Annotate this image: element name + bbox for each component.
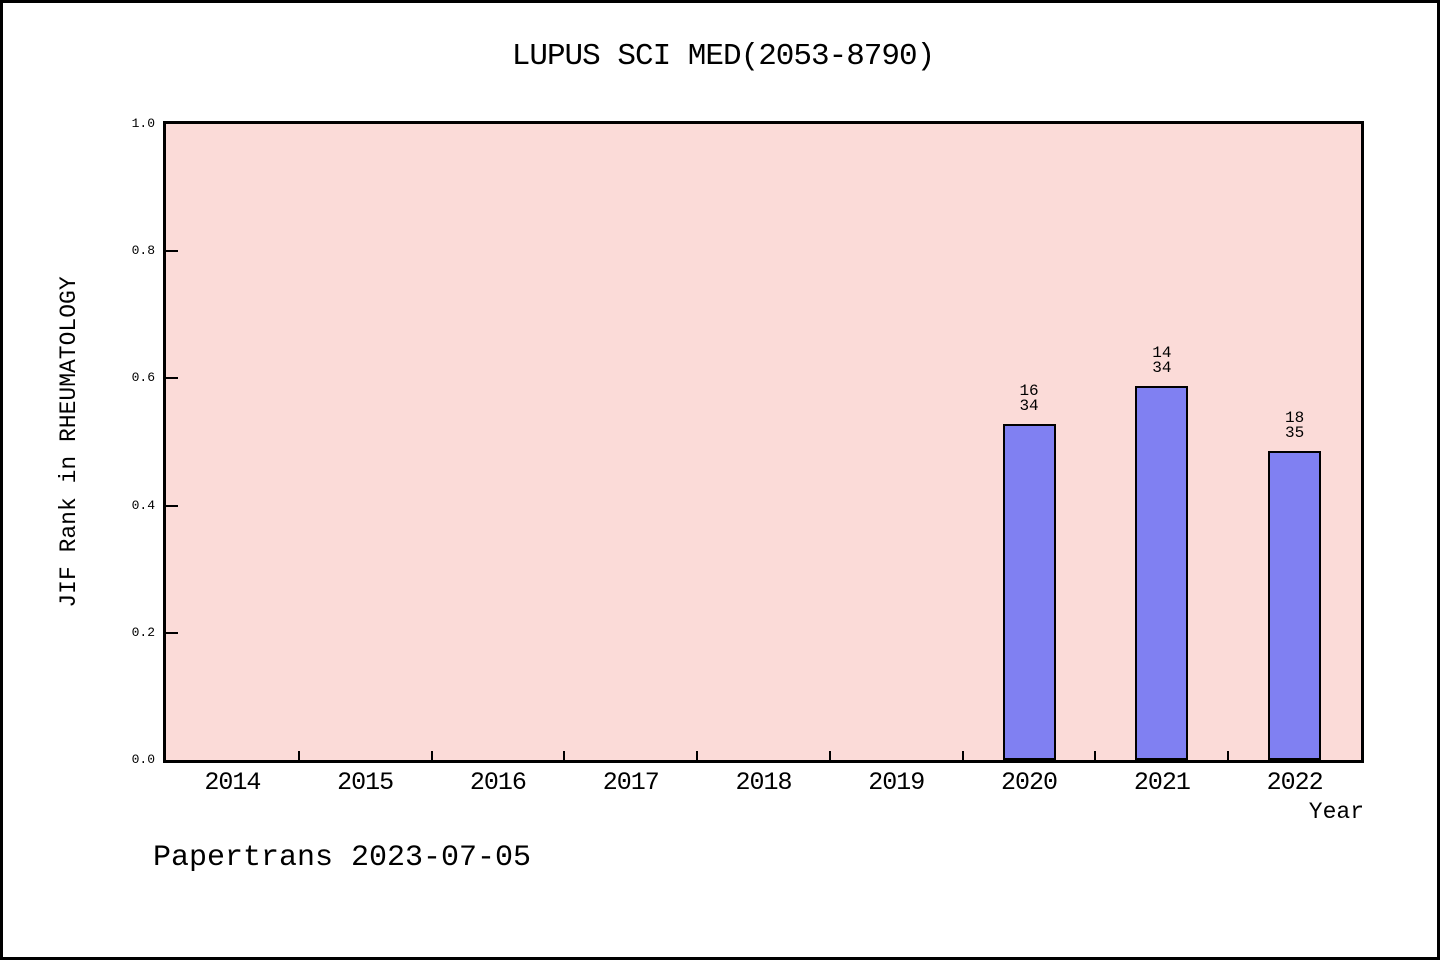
- x-tick-label-2017: 2017: [602, 768, 660, 797]
- bar-label-rank: 16: [1019, 381, 1039, 400]
- x-tick-label-2018: 2018: [735, 768, 792, 797]
- bar-label-2022: 18 35: [1255, 408, 1335, 442]
- y-tick-label: 1.0: [131, 116, 155, 131]
- plot-area: 0.0 0.2 0.4 0.6 0.8 1.0 2014 2015 2016 2017 2018 20…: [132, 116, 1364, 797]
- x-tick-label-2015: 2015: [337, 768, 394, 797]
- bar-label-total: 35: [1285, 423, 1305, 442]
- plot-canvas: 0.0 0.2 0.4 0.6 0.8 1.0 2014 2015 2016 2017 2018 20…: [132, 116, 1361, 797]
- x-tick-label-2022: 2022: [1266, 768, 1324, 797]
- x-tick-label-2019: 2019: [868, 768, 925, 797]
- bar-label-total: 34: [1019, 396, 1039, 415]
- y-tick-mark: [166, 631, 178, 634]
- x-tick-mark: [1227, 751, 1230, 760]
- bar-2020: [1002, 423, 1056, 760]
- y-tick-mark: [166, 377, 178, 380]
- y-tick-label: 0.0: [131, 752, 155, 767]
- x-tick-mark: [696, 751, 699, 760]
- y-tick-label: 0.6: [131, 370, 155, 386]
- x-tick-label-2021: 2021: [1133, 768, 1191, 797]
- x-tick-mark: [430, 751, 433, 760]
- chart-title: LUPUS SCI MED(2053-8790): [511, 39, 935, 74]
- x-tick-mark: [961, 751, 964, 760]
- footer-watermark: Papertrans 2023-07-05: [153, 841, 532, 875]
- x-tick-mark: [828, 751, 831, 760]
- y-tick-label: 0.8: [131, 243, 155, 259]
- bar-label-rank: 18: [1285, 408, 1305, 427]
- x-tick-label-2020: 2020: [1001, 768, 1058, 797]
- x-axis-label: Year: [1308, 799, 1364, 825]
- bar-label-2021: 14 34: [1122, 344, 1202, 378]
- bar-2022: [1268, 450, 1322, 760]
- y-tick-label: 0.4: [131, 497, 155, 513]
- bar-2021: [1135, 386, 1189, 760]
- y-tick-label: 0.2: [131, 624, 155, 640]
- y-tick-mark: [166, 250, 178, 253]
- x-tick-mark: [1094, 751, 1097, 760]
- bar-label-2020: 16 34: [989, 381, 1069, 415]
- x-tick-label-2014: 2014: [204, 768, 261, 797]
- x-tick-label-2016: 2016: [469, 768, 527, 797]
- x-tick-mark: [563, 751, 566, 760]
- y-tick-mark: [166, 504, 178, 507]
- bar-label-rank: 14: [1152, 344, 1172, 363]
- bar-label-total: 34: [1152, 359, 1172, 378]
- x-tick-mark: [297, 751, 300, 760]
